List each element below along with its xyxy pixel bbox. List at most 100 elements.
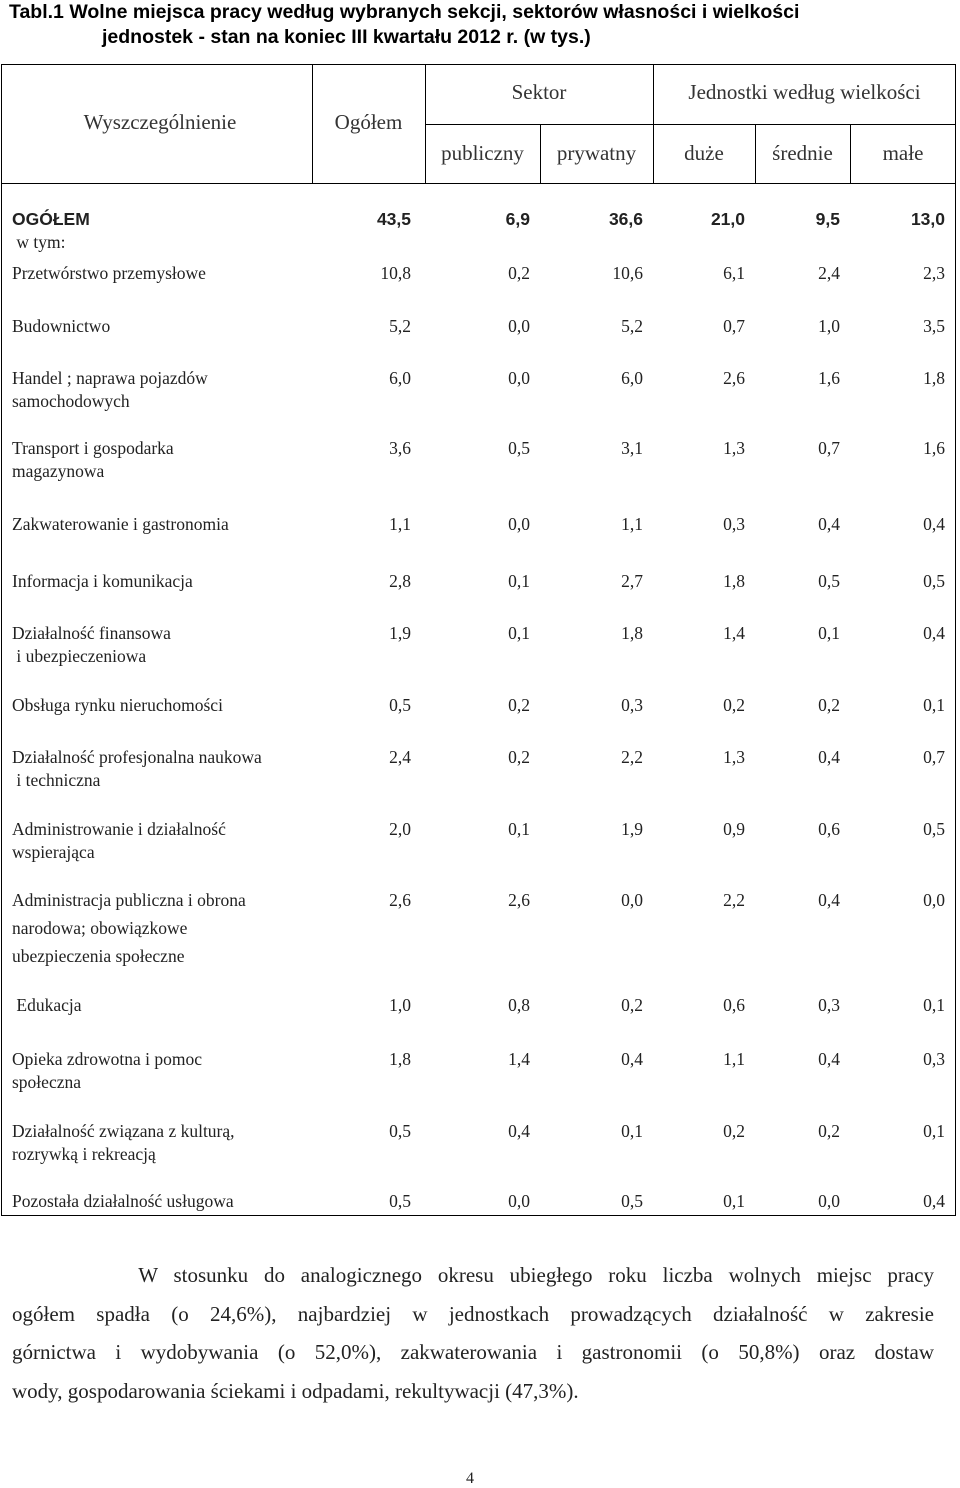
- header-divider-public-private: [540, 124, 541, 184]
- header-medium: średnie: [772, 141, 833, 165]
- row-value: 1,8: [723, 571, 745, 591]
- row-value: 2,6: [723, 368, 745, 388]
- row-value: 0,8: [508, 995, 530, 1015]
- header-description: Wyszczególnienie: [83, 110, 237, 134]
- row-value: 0,3: [723, 514, 745, 534]
- table-title-line-1: Tabl.1 Wolne miejsca pracy według wybran…: [9, 1, 800, 23]
- row-value: 0,5: [508, 438, 530, 458]
- row-value: 0,4: [923, 514, 945, 534]
- row-label-line: Pozostała działalność usługowa: [12, 1191, 234, 1211]
- row-label-line: i ubezpieczeniowa: [12, 646, 147, 666]
- row-label-line: w tym:: [12, 232, 66, 252]
- row-value: 1,4: [723, 623, 745, 643]
- row-value: 0,2: [818, 695, 840, 715]
- header-size: Jednostki według wielkości: [688, 80, 921, 104]
- row-label: Informacja i komunikacja: [12, 570, 342, 593]
- row-label-line: samochodowych: [12, 391, 130, 411]
- row-label: Handel ; naprawa pojazdów samochodowych: [12, 367, 342, 413]
- row-label-line: Budownictwo: [12, 316, 111, 336]
- row-value: 0,6: [818, 819, 840, 839]
- row-label-line: narodowa; obowiązkowe: [12, 918, 188, 938]
- header-divider-large-medium: [755, 124, 756, 184]
- row-value: 2,7: [621, 571, 643, 591]
- row-value: 36,6: [608, 209, 643, 229]
- row-value: 1,4: [508, 1049, 530, 1069]
- row-label: Działalność związana z kulturą, rozrywką …: [12, 1120, 342, 1166]
- row-value: 0,5: [389, 695, 411, 715]
- row-value: 2,2: [723, 890, 745, 910]
- row-label: Przetwórstwo przemysłowe: [12, 262, 342, 285]
- row-label-line: OGÓŁEM: [12, 209, 90, 229]
- row-value: 0,1: [508, 819, 530, 839]
- row-value: 5,2: [621, 316, 643, 336]
- row-label-line: Zakwaterowanie i gastronomia: [12, 514, 229, 534]
- row-value: 3,1: [621, 438, 643, 458]
- row-value: 10,8: [380, 263, 411, 283]
- row-value: 1,6: [923, 438, 945, 458]
- row-label: Budownictwo: [12, 315, 342, 338]
- row-value: 1,0: [818, 316, 840, 336]
- row-value: 0,1: [923, 1121, 945, 1141]
- paragraph-line: wody, gospodarowania ściekami i odpadami…: [12, 1378, 579, 1403]
- row-value: 0,3: [923, 1049, 945, 1069]
- row-label: Obsługa rynku nieruchomości: [12, 694, 342, 717]
- row-label-line: Przetwórstwo przemysłowe: [12, 263, 206, 283]
- row-label-line: Transport i gospodarka: [12, 438, 174, 458]
- row-value: 0,4: [923, 1191, 945, 1211]
- row-value: 0,6: [723, 995, 745, 1015]
- row-value: 0,4: [818, 890, 840, 910]
- row-value: 0,0: [508, 316, 530, 336]
- row-label-line: Handel ; naprawa pojazdów: [12, 368, 208, 388]
- row-label-line: ubezpieczenia społeczne: [12, 946, 185, 966]
- row-value: 0,1: [621, 1121, 643, 1141]
- row-value: 0,5: [621, 1191, 643, 1211]
- row-value: 2,4: [818, 263, 840, 283]
- row-value: 1,9: [389, 623, 411, 643]
- row-value: 3,6: [389, 438, 411, 458]
- row-label-line: Działalność finansowa: [12, 623, 171, 643]
- row-value: 9,5: [815, 209, 840, 229]
- row-value: 0,2: [508, 263, 530, 283]
- row-value: 0,2: [508, 695, 530, 715]
- row-value: 0,3: [621, 695, 643, 715]
- table-frame: [1, 64, 956, 1216]
- row-label-line: Działalność profesjonalna naukowa: [12, 747, 262, 767]
- row-value: 6,9: [505, 209, 530, 229]
- row-value: 2,0: [389, 819, 411, 839]
- row-label-line: magazynowa: [12, 461, 105, 481]
- table-title-line-2: jednostek - stan na koniec III kwartału …: [102, 26, 591, 48]
- row-value: 13,0: [910, 209, 945, 229]
- row-value: 0,0: [818, 1191, 840, 1211]
- row-label-line: rozrywką i rekreacją: [12, 1144, 156, 1164]
- row-value: 2,8: [389, 571, 411, 591]
- row-label-line: Informacja i komunikacja: [12, 571, 193, 591]
- header-subrow-divider: [425, 124, 956, 125]
- row-value: 0,5: [389, 1121, 411, 1141]
- row-value: 0,5: [818, 571, 840, 591]
- summary-paragraph: W stosunku do analogicznego okresu ubieg…: [12, 1256, 934, 1410]
- row-value: 0,0: [508, 514, 530, 534]
- row-value: 0,2: [723, 695, 745, 715]
- row-label-line: Obsługa rynku nieruchomości: [12, 695, 223, 715]
- row-value: 2,3: [923, 263, 945, 283]
- row-label: Transport i gospodarka magazynowa: [12, 437, 342, 483]
- row-value: 0,2: [621, 995, 643, 1015]
- row-value: 0,0: [508, 1191, 530, 1211]
- row-value: 1,9: [621, 819, 643, 839]
- header-divider-medium-small: [850, 124, 851, 184]
- row-value: 6,1: [723, 263, 745, 283]
- row-value: 0,0: [621, 890, 643, 910]
- row-value: 0,1: [923, 695, 945, 715]
- row-value: 1,8: [389, 1049, 411, 1069]
- row-value: 1,0: [389, 995, 411, 1015]
- row-value: 1,8: [923, 368, 945, 388]
- header-public: publiczny: [441, 141, 524, 165]
- row-label: Edukacja: [12, 994, 342, 1017]
- row-value: 0,4: [508, 1121, 530, 1141]
- paragraph-line: ogółem spadła (o 24,6%), najbardziej w j…: [12, 1301, 934, 1326]
- row-value: 0,4: [621, 1049, 643, 1069]
- row-value: 0,7: [723, 316, 745, 336]
- row-value: 2,2: [621, 747, 643, 767]
- page-number: 4: [466, 1470, 474, 1487]
- row-label: Administrowanie i działalność wspierająca: [12, 818, 342, 864]
